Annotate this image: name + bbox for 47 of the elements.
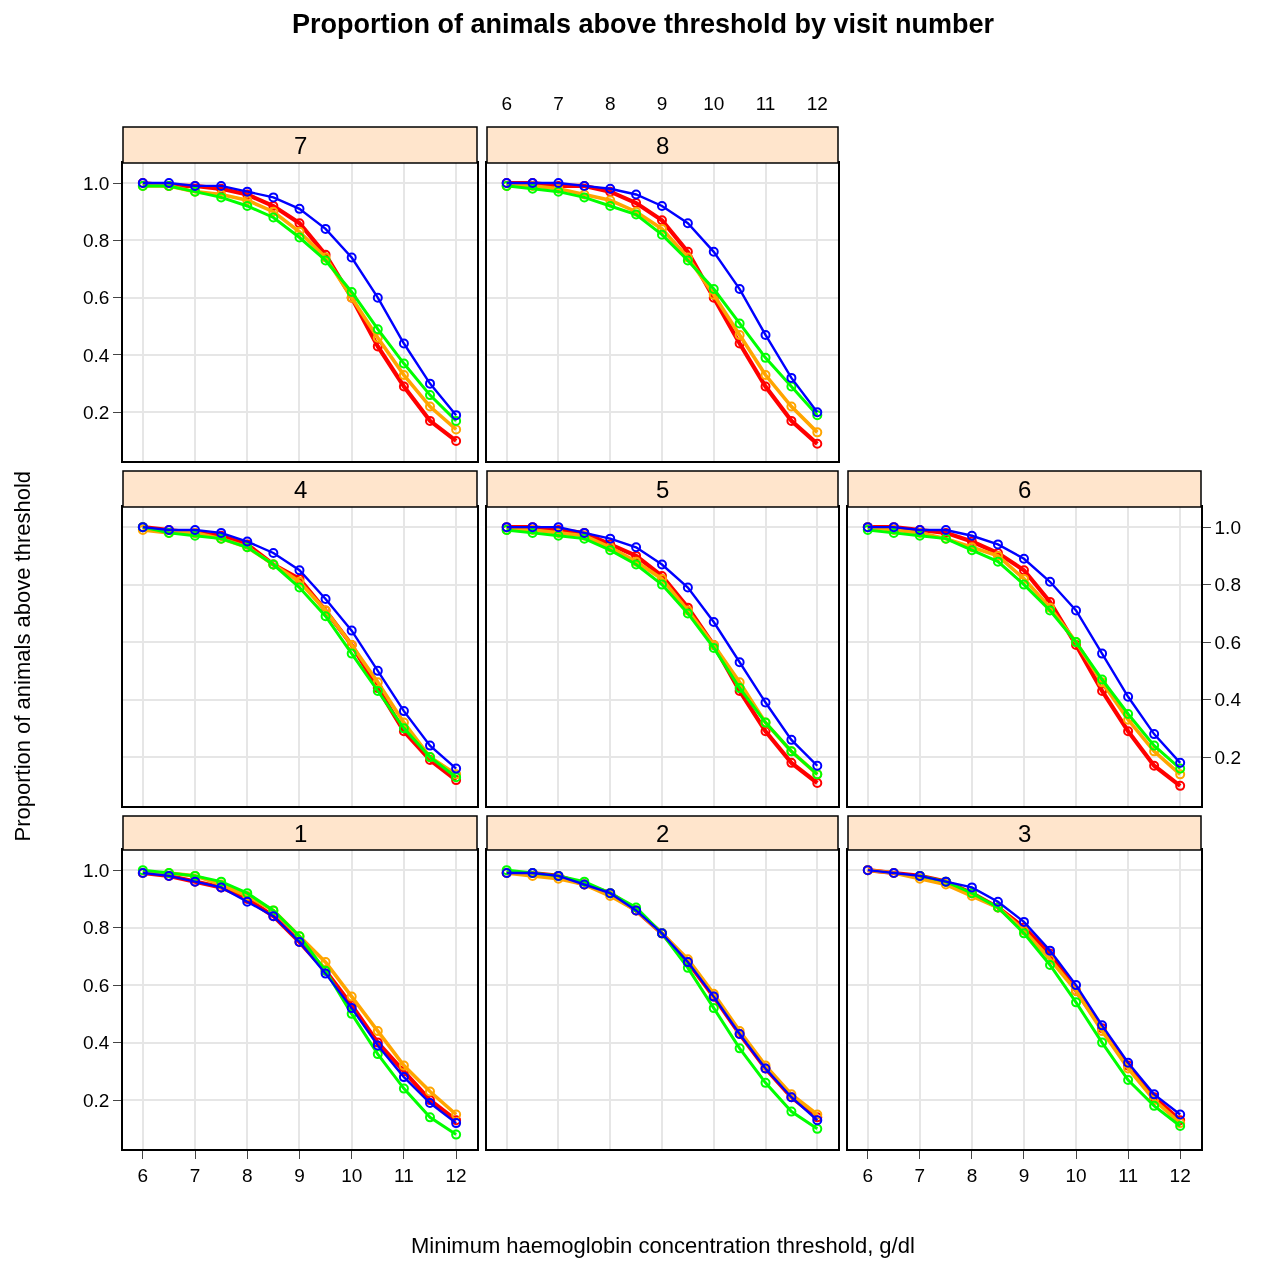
y-tick-label: 0.8 xyxy=(83,230,110,252)
text: Proportion of animals above threshold by visit number xyxy=(292,9,995,39)
x-tick-label: 9 xyxy=(294,1164,305,1186)
x-tick-label: 9 xyxy=(656,92,668,114)
x-tick-label: 8 xyxy=(604,92,616,114)
x-tick-label: 12 xyxy=(445,1164,467,1186)
x-tick-label: 10 xyxy=(341,1164,363,1186)
chart-title: 2 xyxy=(656,820,670,847)
y-tick-label: 1.0 xyxy=(83,172,110,194)
chart-title: 6 xyxy=(1018,476,1032,503)
x-tick-label: 9 xyxy=(1018,1164,1030,1186)
x-tick-label: 6 xyxy=(862,1164,874,1186)
y-tick-label: 1.0 xyxy=(1214,516,1241,538)
x-tick-label: 8 xyxy=(241,1164,253,1186)
x-tick-label: 12 xyxy=(1169,1164,1191,1186)
x-axis-title: Minimum haemoglobin concentration threshold, g/dl xyxy=(411,1233,915,1258)
chart-title: 1 xyxy=(294,820,308,847)
x-tick-label: 11 xyxy=(1118,1164,1138,1186)
chart-title: 4 xyxy=(294,476,308,503)
y-tick-label: 0.2 xyxy=(1214,746,1241,768)
x-tick-label: 10 xyxy=(703,92,725,114)
y-tick-label: 0.2 xyxy=(83,401,110,423)
x-tick-label: 11 xyxy=(755,92,776,114)
chart-title: 3 xyxy=(1018,820,1032,847)
x-tick-label: 6 xyxy=(501,92,512,114)
y-tick-label: 0.6 xyxy=(83,974,110,996)
y-tick-label: 1.0 xyxy=(83,859,110,881)
y-tick-label: 0.2 xyxy=(83,1089,110,1111)
x-tick-label: 10 xyxy=(1065,1164,1087,1186)
x-tick-label: 12 xyxy=(806,92,828,114)
y-tick-label: 0.8 xyxy=(83,917,110,939)
x-tick-label: 6 xyxy=(137,1164,149,1186)
chart-title: 8 xyxy=(656,132,670,159)
x-tick-label: 7 xyxy=(553,92,564,114)
y-tick-label: 0.4 xyxy=(83,1032,110,1054)
chart-title: 5 xyxy=(656,476,670,503)
y-tick-label: 0.4 xyxy=(83,344,110,366)
y-tick-label: 0.6 xyxy=(83,287,110,309)
x-tick-label: 7 xyxy=(189,1164,201,1186)
x-tick-label: 7 xyxy=(914,1164,926,1186)
x-tick-label: 8 xyxy=(966,1164,978,1186)
y-tick-label: 0.8 xyxy=(1214,574,1241,596)
x-tick-label: 11 xyxy=(394,1164,414,1186)
chart-title: 7 xyxy=(294,132,308,159)
y-axis-title: Proportion of animals above threshold xyxy=(9,470,35,842)
y-tick-label: 0.4 xyxy=(1214,689,1242,711)
y-tick-label: 0.6 xyxy=(1214,631,1241,653)
